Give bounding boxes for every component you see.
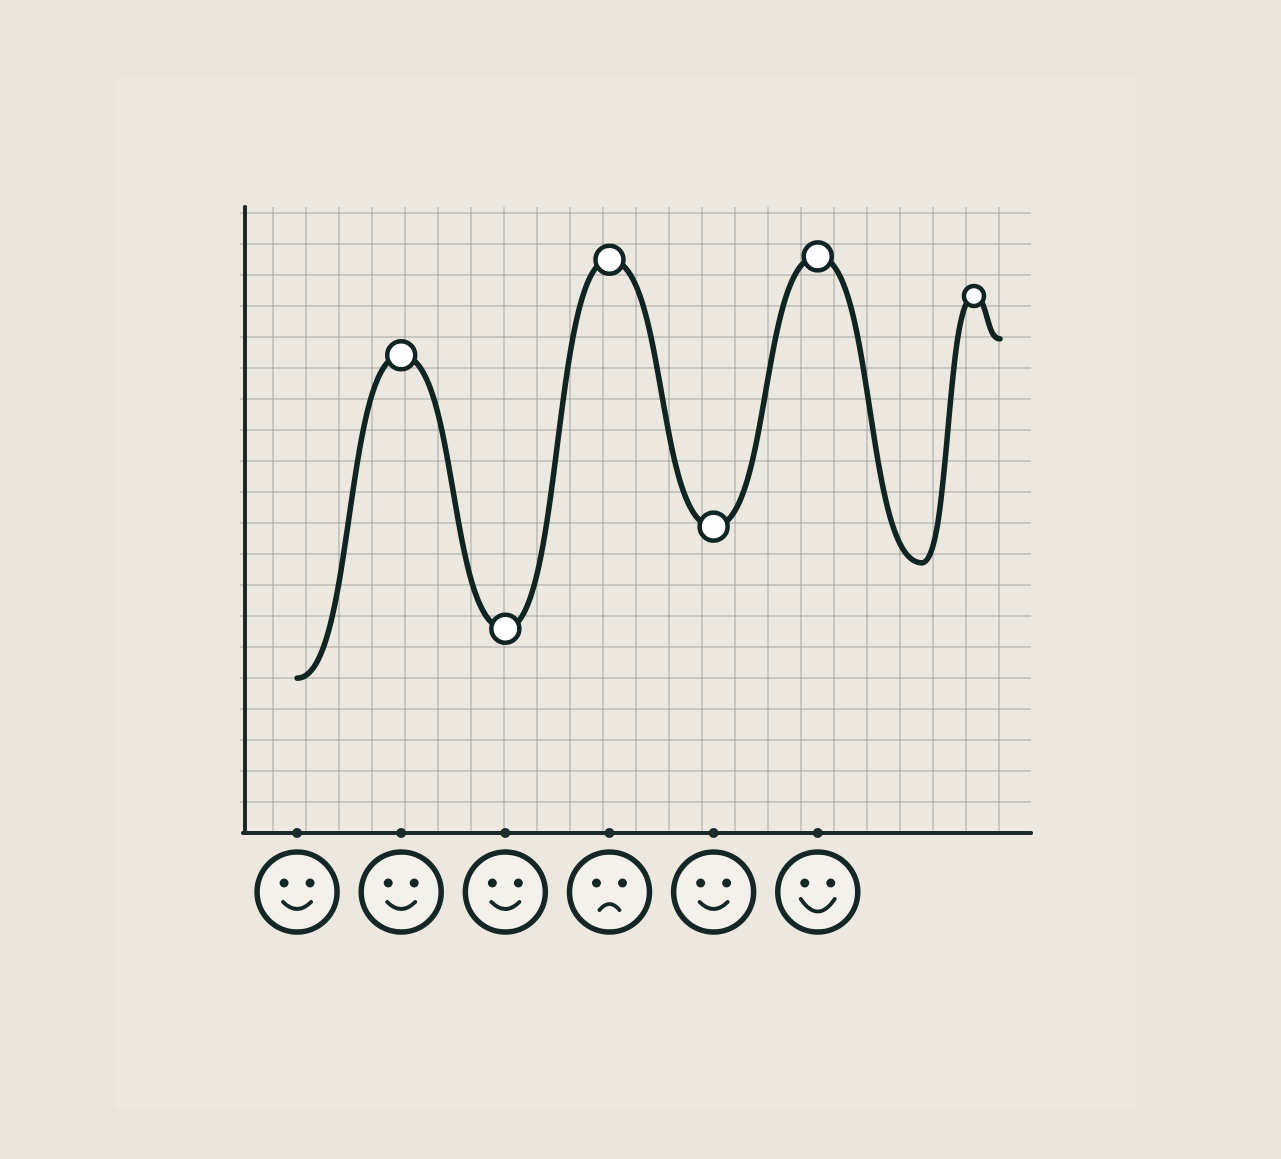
face-mouth (798, 897, 837, 914)
data-point-marker (593, 243, 626, 276)
face-eye-right (826, 878, 836, 888)
face-eye-left (696, 878, 706, 888)
smiley-face-icon (358, 849, 444, 935)
face-eye-left (383, 878, 393, 888)
data-point-marker (961, 283, 987, 309)
face-eye-right (513, 878, 523, 888)
face-eye-left (591, 878, 601, 888)
smiley-face-icon (670, 849, 757, 935)
x-tick (812, 828, 823, 838)
face-mouth (281, 900, 313, 911)
series-line (294, 253, 1003, 681)
x-tick (292, 828, 303, 838)
face-outline (462, 849, 549, 935)
grinning-face-icon (775, 849, 861, 935)
face-outline (670, 849, 757, 935)
face-eye-left (800, 878, 810, 888)
sad-face-icon (566, 849, 653, 935)
data-point-marker (801, 240, 835, 273)
face-mouth (385, 900, 418, 911)
data-point-marker (489, 612, 522, 645)
x-tick (396, 828, 407, 838)
face-outline (775, 849, 861, 935)
chart-background (115, 78, 1135, 1108)
face-mouth (597, 902, 622, 912)
face-outline (254, 849, 340, 935)
face-eye-left (487, 878, 497, 888)
x-tick (708, 828, 719, 838)
face-mouth (489, 900, 522, 911)
x-tick (604, 828, 615, 838)
face-eye-right (305, 878, 315, 888)
data-markers (384, 240, 987, 645)
face-eye-right (617, 878, 627, 888)
face-outline (358, 849, 444, 935)
smiley-face-icon (462, 849, 549, 935)
x-tick-icons (254, 849, 861, 935)
smiley-face-icon (254, 849, 340, 935)
data-point-marker (384, 339, 418, 372)
data-point-marker (697, 510, 730, 543)
face-eye-right (409, 878, 419, 888)
face-eye-left (279, 878, 289, 888)
x-tick (500, 828, 511, 838)
face-outline (566, 849, 653, 935)
face-eye-right (722, 878, 732, 888)
x-ticks (292, 828, 823, 838)
face-mouth (697, 900, 730, 911)
